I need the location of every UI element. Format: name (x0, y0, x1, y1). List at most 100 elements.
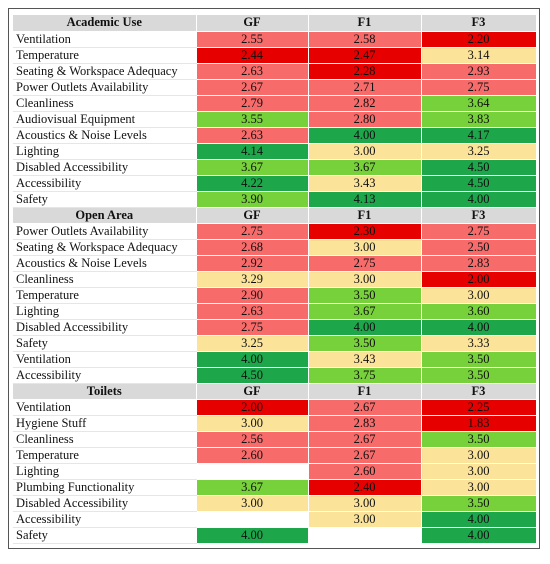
row-label: Accessibility (13, 175, 197, 192)
section-header-row: Open Area GF F1 F3 (13, 207, 537, 224)
row-label: Accessibility (13, 511, 197, 528)
rating-cell: 3.25 (196, 335, 309, 352)
rating-cell: 3.33 (421, 335, 537, 352)
rating-cell: 2.63 (196, 63, 309, 80)
rating-cell: 2.71 (308, 79, 422, 96)
rating-cell: 3.60 (421, 303, 537, 320)
rating-cell: 3.50 (308, 287, 422, 304)
table-row: Audiovisual Equipment 3.55 2.80 3.83 (13, 111, 537, 128)
row-label: Audiovisual Equipment (13, 111, 197, 128)
ratings-table: Academic Use GF F1 F3 Ventilation 2.55 2.58 2.2… (13, 15, 537, 544)
rating-cell: 2.00 (196, 399, 309, 416)
table-row: Temperature 2.90 3.50 3.00 (13, 287, 537, 304)
rating-cell: 3.67 (196, 479, 309, 496)
table-row: Cleanliness 3.29 3.00 2.00 (13, 271, 537, 288)
rating-cell: 2.67 (308, 447, 422, 464)
table-row: Seating & Workspace Adequacy 2.63 2.28 2.93 (13, 63, 537, 80)
rating-cell: 3.29 (196, 271, 309, 288)
table-row: Disabled Accessibility 2.75 4.00 4.00 (13, 319, 537, 336)
rating-cell: 2.25 (421, 399, 537, 416)
row-label: Temperature (13, 287, 197, 304)
column-header: F1 (308, 207, 422, 224)
row-label: Safety (13, 191, 197, 208)
rating-cell: 3.50 (421, 431, 537, 448)
column-header: GF (196, 15, 309, 32)
column-header: F3 (421, 207, 537, 224)
rating-cell: 3.00 (421, 463, 537, 480)
table-row: Accessibility 3.00 4.00 (13, 511, 537, 528)
column-header: F3 (421, 15, 537, 32)
rating-cell: 2.90 (196, 287, 309, 304)
rating-cell: 4.13 (308, 191, 422, 208)
row-label: Cleanliness (13, 271, 197, 288)
rating-cell: 4.00 (421, 191, 537, 208)
table-row: Temperature 2.44 2.47 3.14 (13, 47, 537, 64)
rating-cell: 2.63 (196, 303, 309, 320)
table-row: Seating & Workspace Adequacy 2.68 3.00 2.50 (13, 239, 537, 256)
rating-cell: 4.00 (196, 351, 309, 368)
column-header: F3 (421, 383, 537, 400)
rating-cell: 4.17 (421, 127, 537, 144)
rating-cell: 3.00 (196, 415, 309, 432)
table-row: Accessibility 4.22 3.43 4.50 (13, 175, 537, 192)
rating-cell: 3.50 (421, 495, 537, 512)
rating-cell: 3.75 (308, 367, 422, 384)
table-row: Plumbing Functionality 3.67 2.40 3.00 (13, 479, 537, 496)
rating-cell (308, 527, 422, 544)
rating-cell: 3.90 (196, 191, 309, 208)
rating-cell: 3.00 (196, 495, 309, 512)
rating-cell: 4.14 (196, 143, 309, 160)
table-row: Cleanliness 2.79 2.82 3.64 (13, 95, 537, 112)
column-header: F1 (308, 383, 422, 400)
rating-cell: 3.00 (308, 495, 422, 512)
table-row: Ventilation 4.00 3.43 3.50 (13, 351, 537, 368)
rating-cell: 2.56 (196, 431, 309, 448)
table-row: Safety 3.25 3.50 3.33 (13, 335, 537, 352)
rating-cell: 3.00 (421, 447, 537, 464)
section-header-row: Academic Use GF F1 F3 (13, 15, 537, 32)
column-header: F1 (308, 15, 422, 32)
rating-cell: 2.44 (196, 47, 309, 64)
rating-cell: 2.40 (308, 479, 422, 496)
rating-cell: 4.00 (308, 127, 422, 144)
rating-cell: 3.55 (196, 111, 309, 128)
rating-cell: 2.75 (196, 319, 309, 336)
rating-cell: 2.60 (196, 447, 309, 464)
row-label: Seating & Workspace Adequacy (13, 239, 197, 256)
rating-cell: 2.63 (196, 127, 309, 144)
rating-cell: 3.67 (308, 303, 422, 320)
rating-cell: 2.82 (308, 95, 422, 112)
row-label: Disabled Accessibility (13, 319, 197, 336)
rating-cell: 3.64 (421, 95, 537, 112)
table-row: Temperature 2.60 2.67 3.00 (13, 447, 537, 464)
rating-cell: 2.67 (308, 399, 422, 416)
rating-cell: 3.50 (308, 335, 422, 352)
rating-cell: 3.00 (421, 287, 537, 304)
section-title: Academic Use (13, 15, 197, 32)
rating-cell: 4.00 (196, 527, 309, 544)
rating-cell: 4.50 (196, 367, 309, 384)
rating-cell: 2.93 (421, 63, 537, 80)
row-label: Power Outlets Availability (13, 79, 197, 96)
row-label: Accessibility (13, 367, 197, 384)
rating-cell: 3.50 (421, 367, 537, 384)
rating-cell: 3.67 (308, 159, 422, 176)
rating-cell: 1.83 (421, 415, 537, 432)
table-row: Accessibility 4.50 3.75 3.50 (13, 367, 537, 384)
rating-cell: 3.00 (421, 479, 537, 496)
rating-cell: 3.67 (196, 159, 309, 176)
table-row: Lighting 2.60 3.00 (13, 463, 537, 480)
table-row: Acoustics & Noise Levels 2.63 4.00 4.17 (13, 127, 537, 144)
table-row: Cleanliness 2.56 2.67 3.50 (13, 431, 537, 448)
rating-cell: 3.83 (421, 111, 537, 128)
rating-cell: 3.00 (308, 271, 422, 288)
row-label: Cleanliness (13, 431, 197, 448)
rating-cell: 2.92 (196, 255, 309, 272)
row-label: Safety (13, 335, 197, 352)
rating-cell (196, 463, 309, 480)
rating-cell: 2.83 (421, 255, 537, 272)
rating-cell: 4.22 (196, 175, 309, 192)
rating-cell: 2.00 (421, 271, 537, 288)
table-row: Safety 4.00 4.00 (13, 527, 537, 544)
table-row: Hygiene Stuff 3.00 2.83 1.83 (13, 415, 537, 432)
